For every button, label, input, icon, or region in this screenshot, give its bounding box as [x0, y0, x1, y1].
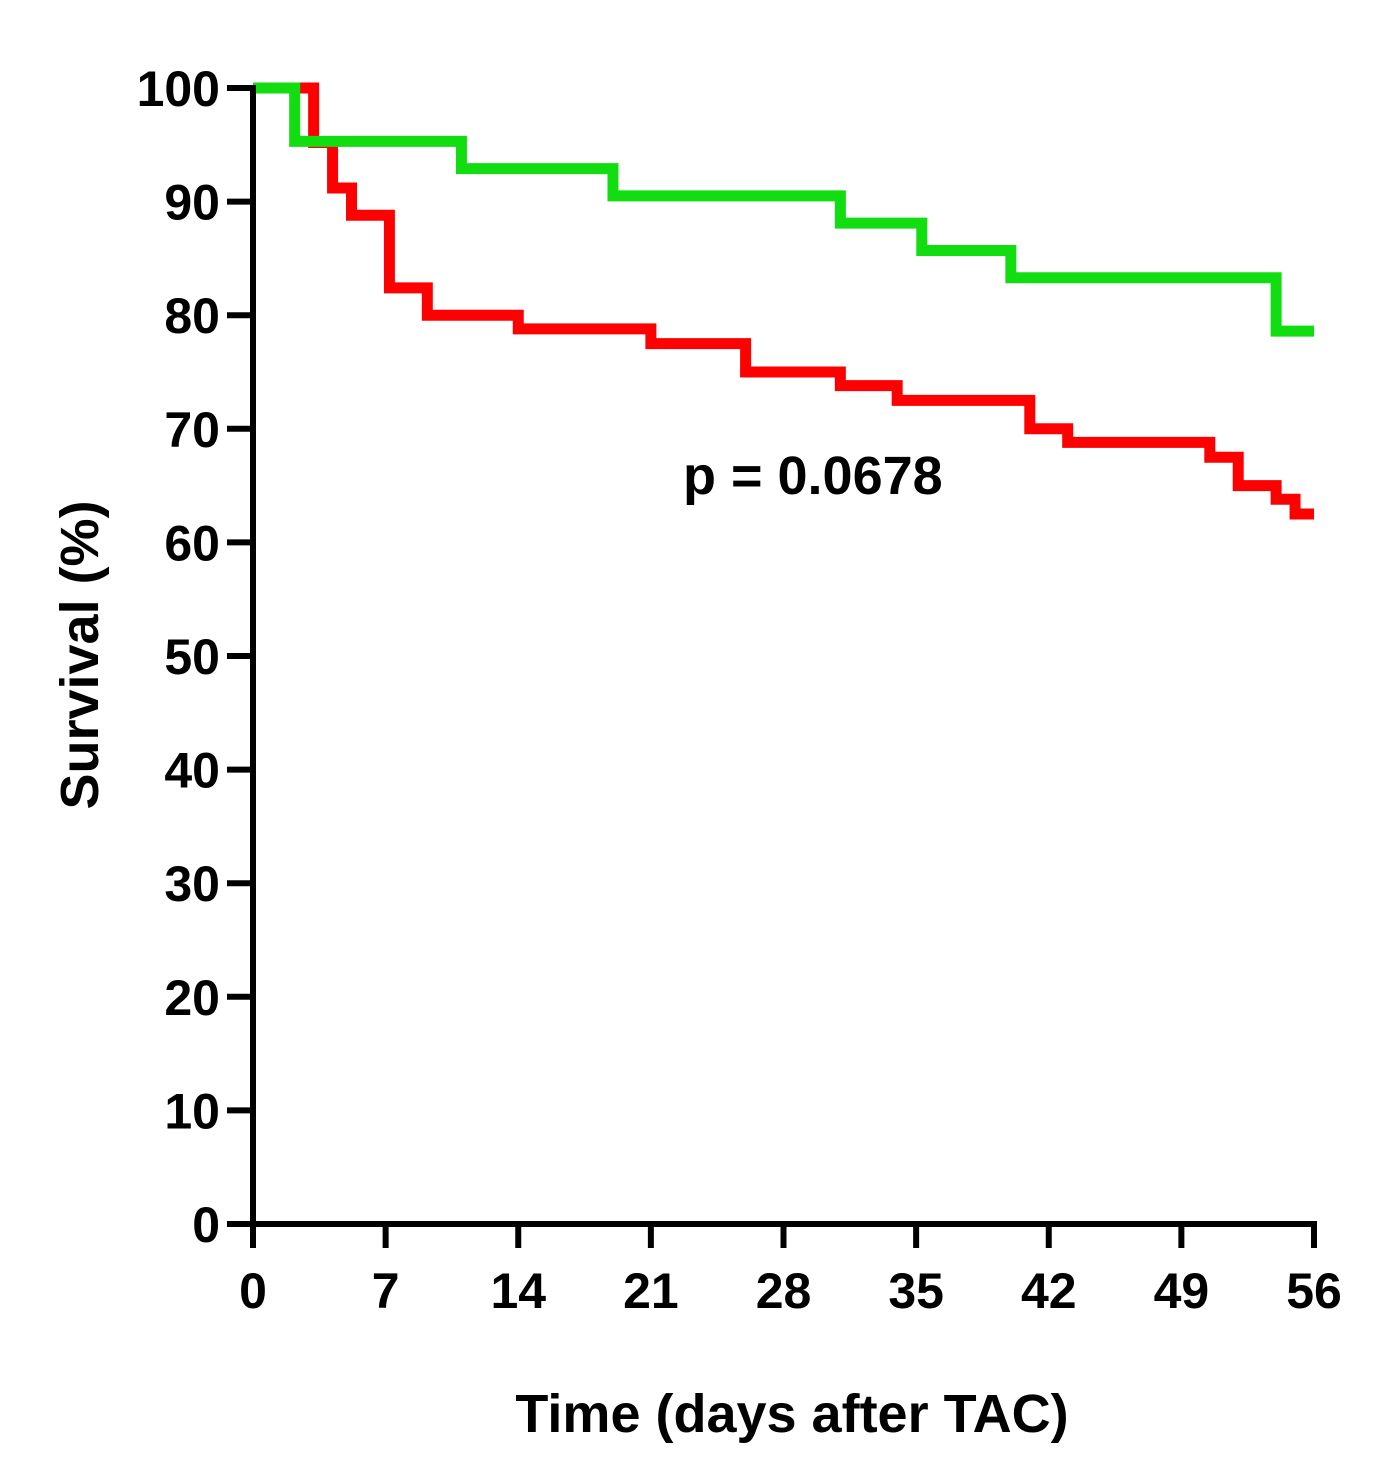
x-tick-label: 28: [756, 1263, 812, 1319]
series-line-green: [253, 82, 1314, 337]
y-axis-title: Survival (%): [50, 500, 110, 809]
y-tick-label: 100: [137, 61, 220, 117]
y-tick-label: 70: [164, 402, 220, 458]
x-tick-label: 21: [623, 1263, 679, 1319]
y-tick-label: 30: [164, 856, 220, 912]
x-tick-label: 14: [490, 1263, 546, 1319]
y-tick-label: 50: [164, 629, 220, 685]
y-tick-label: 20: [164, 970, 220, 1026]
x-tick-label: 7: [372, 1263, 400, 1319]
y-tick-label: 60: [164, 515, 220, 571]
x-tick-label: 0: [239, 1263, 267, 1319]
axes-layer: [250, 85, 1317, 1227]
ticks-layer: 0 10 20 30 40 50 60 70 80 90 100 0 7 14 21 28 35 42 49 56: [137, 61, 1342, 1319]
x-tick-label: 35: [888, 1263, 944, 1319]
series-line-red: [253, 82, 1314, 520]
y-tick-label: 10: [164, 1083, 220, 1139]
y-tick-label: 90: [164, 175, 220, 231]
x-tick-label: 49: [1154, 1263, 1210, 1319]
x-tick-label: 56: [1286, 1263, 1342, 1319]
y-tick-label: 0: [192, 1197, 220, 1253]
series-layer: [253, 82, 1314, 520]
x-axis-title: Time (days after TAC): [515, 1384, 1068, 1444]
x-tick-label: 42: [1021, 1263, 1077, 1319]
p-value-annotation: p = 0.0678: [683, 446, 943, 506]
y-tick-label: 80: [164, 288, 220, 344]
y-tick-label: 40: [164, 743, 220, 799]
